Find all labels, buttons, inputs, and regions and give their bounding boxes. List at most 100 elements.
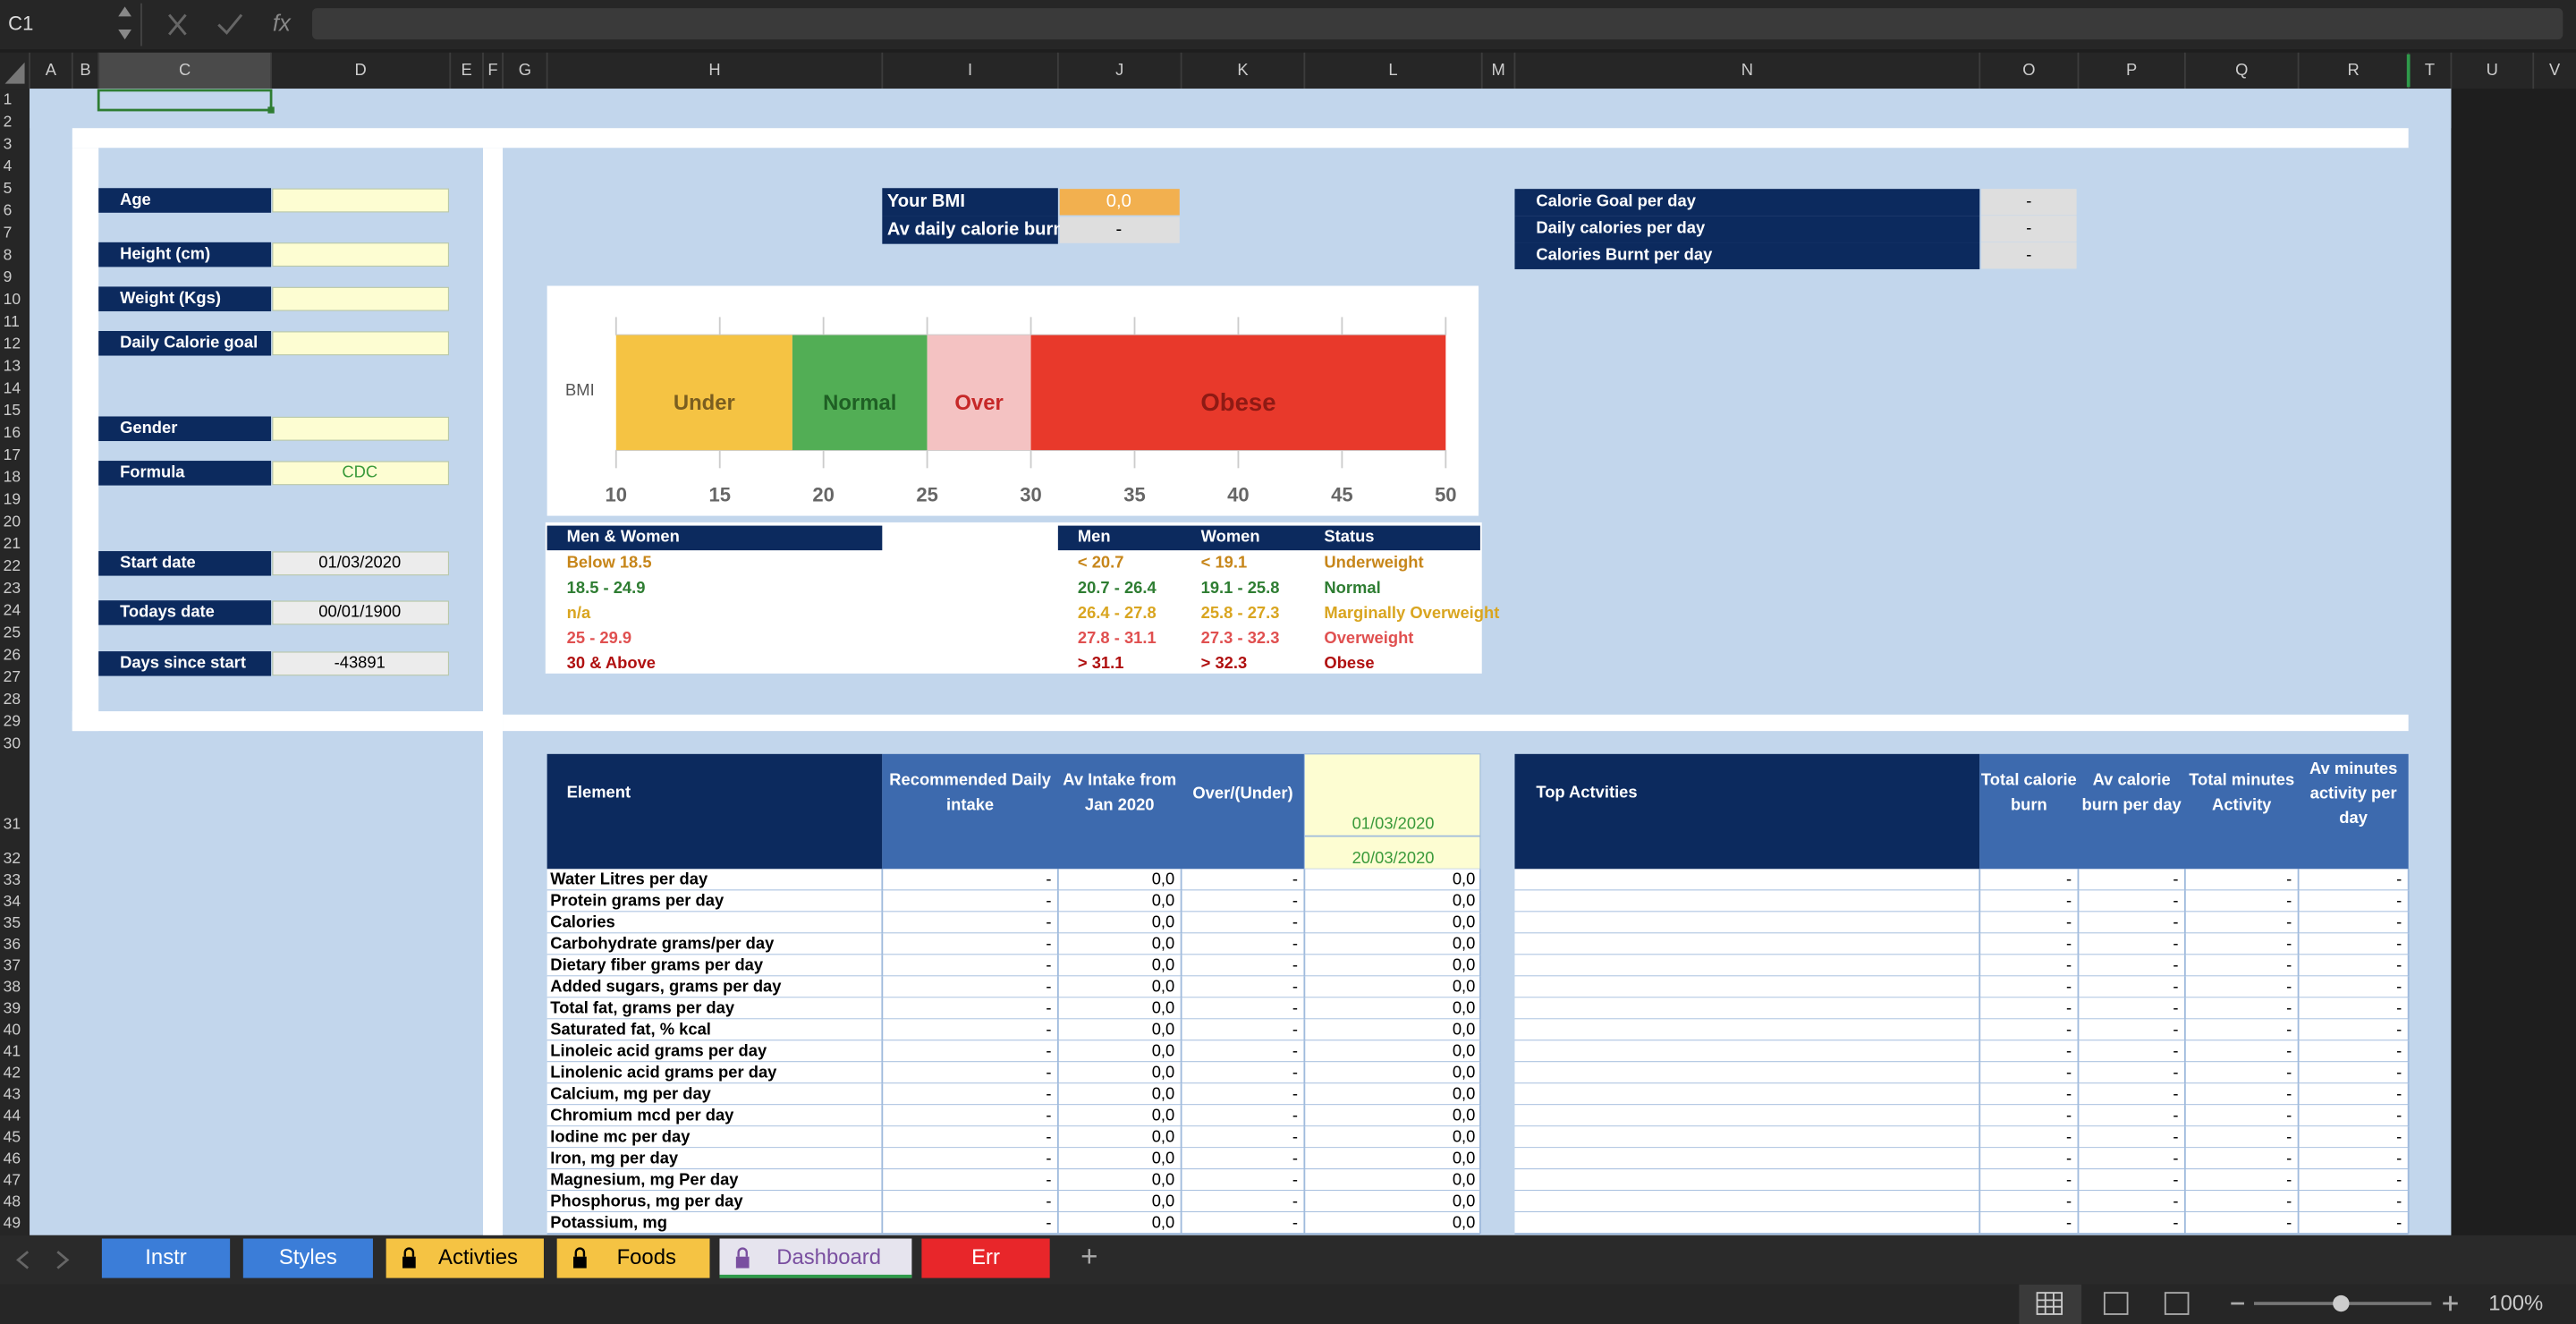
sheet-tab-label[interactable]: Foods (617, 1245, 676, 1269)
table-value: 0,0 (1453, 1169, 1476, 1188)
table-cell: Obese (1324, 653, 1374, 672)
sheet-tab[interactable] (242, 1238, 373, 1278)
sheet-tab[interactable] (101, 1238, 231, 1278)
table-cell: 25 - 29.9 (567, 628, 631, 647)
input-cell[interactable] (272, 242, 449, 267)
segment-label: Normal (823, 391, 896, 415)
input-cell[interactable] (272, 600, 449, 625)
row-bg (1514, 997, 2409, 1020)
zoom-level: 100% (2488, 1291, 2543, 1315)
table-value: - (2286, 977, 2292, 996)
add-sheet-button[interactable]: + (1080, 1240, 1097, 1273)
sheet-tab-label[interactable]: Activties (438, 1245, 518, 1269)
header-text: Over/(Under) (1192, 784, 1293, 802)
table-value: - (2286, 998, 2292, 1017)
table-value: 0,0 (1152, 912, 1175, 931)
table-value: - (2066, 1084, 2072, 1103)
column-header-bar (0, 52, 2576, 89)
table-cell: Overweight (1324, 628, 1413, 647)
table-value: - (2066, 955, 2072, 974)
element-name: Added sugars, grams per day (550, 977, 782, 996)
input-label: Gender (120, 418, 177, 437)
table-value: - (2396, 891, 2402, 910)
element-name: Water Litres per day (550, 870, 708, 888)
row-bg (547, 890, 1480, 912)
table-cell: > 32.3 (1201, 653, 1248, 672)
sheet-tab-label[interactable]: Dashboard (776, 1245, 881, 1269)
element-name: Magnesium, mg Per day (550, 1169, 739, 1188)
row-bg (1514, 1126, 2409, 1149)
formula-input[interactable] (311, 8, 2563, 40)
row-header: 35 (4, 913, 21, 931)
zoom-thumb[interactable] (2333, 1294, 2350, 1312)
sheet-tab-label[interactable]: Err (971, 1245, 1000, 1269)
input-cell[interactable] (272, 461, 449, 486)
white-strip (483, 148, 504, 1235)
sheet-tab[interactable] (719, 1238, 912, 1278)
name-box[interactable]: C1 (8, 12, 33, 34)
input-cell[interactable] (272, 188, 449, 213)
summary-label-cell (1514, 242, 1980, 269)
table-value: - (2286, 955, 2292, 974)
table-value: - (2066, 998, 2072, 1017)
date-header-cell (1303, 753, 1481, 870)
element-name: Saturated fat, % kcal (550, 1020, 711, 1039)
fx-button: fx (273, 11, 292, 36)
input-cell[interactable] (272, 416, 449, 441)
input-label-cell (98, 416, 272, 442)
page-break-icon (2164, 1292, 2190, 1315)
header-text: Av minutes activity per day (2309, 760, 2398, 828)
table-value: - (1046, 1063, 1051, 1082)
table-value: 0,0 (1453, 912, 1476, 931)
table-value: 0,0 (1453, 934, 1476, 953)
table-value: - (2286, 934, 2292, 953)
header-text: Recommended Daily intake (889, 772, 1051, 815)
input-label: Formula (120, 463, 185, 481)
table-value: - (2396, 1148, 2402, 1167)
table-header: Women (1201, 526, 1260, 545)
sheet-tab-label[interactable]: Instr (145, 1245, 186, 1269)
row-bg (1514, 890, 2409, 912)
input-cell[interactable] (272, 331, 449, 356)
table-value: - (1046, 1148, 1051, 1167)
table-cell: 27.3 - 32.3 (1201, 628, 1280, 647)
x-tick-label: 10 (606, 483, 628, 505)
input-label-cell (98, 461, 272, 486)
sheet-tab-label[interactable]: Styles (279, 1245, 337, 1269)
table-value: - (2066, 934, 2072, 953)
table-value: - (1046, 998, 1051, 1017)
input-cell[interactable] (272, 551, 449, 576)
input-cell[interactable] (272, 286, 449, 311)
table-value: - (2173, 1020, 2178, 1039)
row-bg (547, 955, 1480, 977)
table-cell: Marginally Overweight (1324, 603, 1499, 622)
enter-icon (217, 13, 243, 35)
white-strip (72, 711, 483, 732)
row-header: 9 (4, 267, 13, 285)
table-value: - (2066, 870, 2072, 888)
summary-label-cell (1514, 216, 1980, 243)
element-name: Linolenic acid grams per day (550, 1063, 777, 1082)
table-value: - (1292, 955, 1298, 974)
table-value: - (1046, 1041, 1051, 1060)
input-label: Age (120, 190, 151, 208)
table-value: 0,0 (1453, 977, 1476, 996)
x-tick-label: 30 (1020, 483, 1042, 505)
table-value: - (2396, 977, 2402, 996)
input-label: Days since start (120, 653, 246, 672)
input-value: CDC (342, 463, 377, 481)
summary-label-cell (1514, 189, 1980, 216)
column-header: U (2487, 60, 2498, 79)
white-strip (503, 714, 2409, 732)
table-value: - (2066, 1063, 2072, 1082)
table-value: - (2396, 1041, 2402, 1060)
sheet-tab[interactable] (921, 1238, 1050, 1278)
header-cell: Total minutes Activity (2189, 772, 2294, 815)
table-cell: 25.8 - 27.3 (1201, 603, 1280, 622)
summary-value: 0,0 (1106, 191, 1131, 211)
input-cell[interactable] (272, 651, 449, 676)
table-cell: 19.1 - 25.8 (1201, 578, 1280, 597)
table-cell: 27.8 - 31.1 (1078, 628, 1157, 647)
table-value: - (2066, 1148, 2072, 1167)
